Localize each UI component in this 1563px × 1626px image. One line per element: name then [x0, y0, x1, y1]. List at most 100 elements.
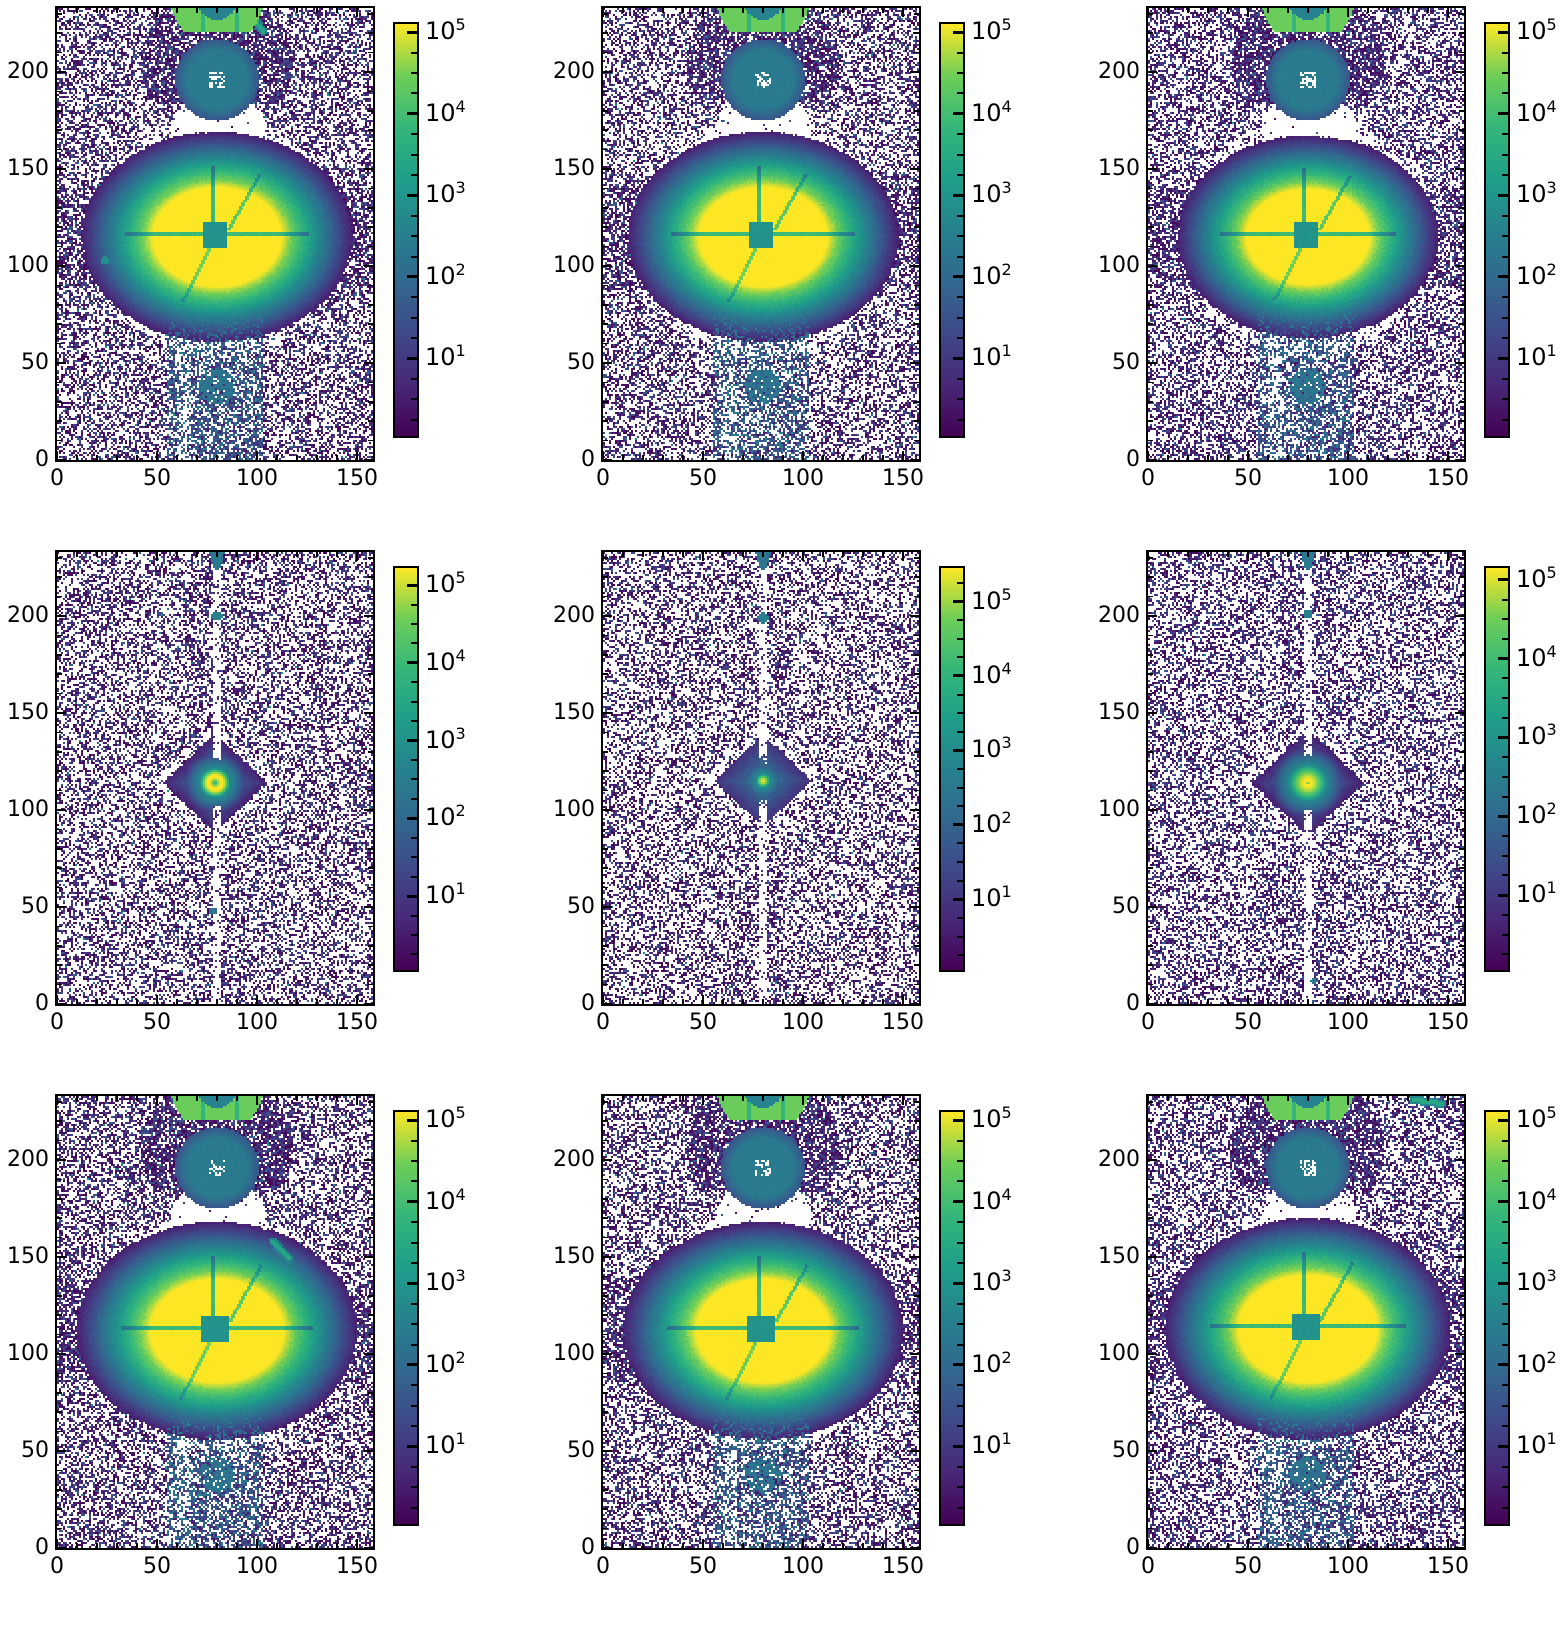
y-minor-tick	[914, 129, 919, 131]
x-minor-tick	[216, 1543, 218, 1548]
x-major-tick	[1447, 552, 1449, 561]
y-major-tick	[603, 1003, 612, 1005]
x-tick-label: 0	[596, 1010, 610, 1035]
x-minor-tick	[76, 1096, 78, 1101]
y-major-tick	[603, 168, 612, 170]
x-minor-tick	[336, 8, 338, 13]
x-minor-tick	[216, 455, 218, 460]
colorbar-major-tick	[1498, 1200, 1508, 1204]
colorbar-label-exponent: 3	[455, 178, 466, 198]
colorbar-minor-tick	[1502, 1241, 1508, 1244]
y-minor-tick	[368, 1120, 373, 1122]
x-major-tick	[1347, 1539, 1349, 1548]
colorbar-label-base: 10	[1516, 261, 1547, 290]
y-tick-label: 50	[567, 350, 595, 375]
y-minor-tick	[1459, 1392, 1464, 1394]
colorbar-label-exponent: 4	[1546, 641, 1557, 661]
x-major-tick	[156, 451, 158, 460]
colorbar-tick-label: 104	[425, 98, 466, 128]
colorbar-label-exponent: 3	[455, 723, 466, 743]
x-minor-tick	[1327, 1543, 1329, 1548]
y-minor-tick	[1459, 226, 1464, 228]
colorbar-label-exponent: 1	[1001, 1429, 1012, 1449]
x-minor-tick	[742, 455, 744, 460]
x-tick-label: 0	[596, 466, 610, 491]
y-minor-tick	[368, 1314, 373, 1316]
y-tick-label: 200	[1098, 603, 1140, 629]
colorbar-minor-tick	[1502, 618, 1508, 621]
x-tick-label: 0	[1141, 1554, 1155, 1579]
colorbar-major-tick	[407, 193, 417, 197]
y-minor-tick	[914, 1101, 919, 1103]
x-minor-tick	[1387, 552, 1389, 557]
colorbar-major-tick	[1498, 657, 1508, 661]
colorbar-minor-tick	[1502, 1343, 1508, 1346]
y-minor-tick	[603, 1333, 608, 1336]
y-minor-tick	[57, 789, 62, 792]
x-tick-label: 50	[1234, 466, 1262, 491]
colorbar-minor-tick	[1502, 637, 1508, 640]
y-minor-tick	[1148, 304, 1153, 306]
y-minor-tick	[1148, 32, 1153, 34]
y-minor-tick	[914, 32, 919, 34]
x-major-tick	[1347, 8, 1349, 17]
colorbar-label-base: 10	[1516, 343, 1547, 372]
colorbar-major-tick	[407, 739, 417, 743]
x-tick-label: 100	[236, 1010, 278, 1035]
colorbar-major-tick	[953, 1200, 963, 1204]
y-minor-tick	[57, 90, 62, 93]
y-minor-tick	[57, 1198, 62, 1200]
y-minor-tick	[1459, 945, 1464, 947]
colorbar-minor-tick	[1502, 1180, 1508, 1183]
x-minor-tick	[1387, 1543, 1389, 1548]
x-minor-tick	[316, 552, 318, 557]
x-minor-tick	[1227, 552, 1229, 557]
y-minor-tick	[1148, 848, 1153, 850]
y-minor-tick	[57, 1217, 62, 1219]
heatmap-panel-r1c1: 0 50 100 150 0 50 100 150 200 105 104 103 102 101	[7, 6, 577, 538]
y-minor-tick	[914, 1430, 919, 1433]
y-minor-tick	[57, 1508, 62, 1510]
x-minor-tick	[1427, 1096, 1429, 1101]
x-tick-label: 150	[1427, 466, 1469, 491]
y-minor-tick	[368, 751, 373, 753]
x-minor-tick	[822, 455, 824, 460]
x-major-tick	[1347, 995, 1349, 1004]
y-major-tick	[1148, 459, 1157, 461]
y-major-tick	[603, 712, 612, 714]
x-minor-tick	[1207, 8, 1209, 13]
x-minor-tick	[622, 8, 624, 13]
colorbar-minor-tick	[1502, 1465, 1508, 1468]
x-minor-tick	[176, 552, 178, 557]
y-major-tick	[1148, 1256, 1157, 1258]
x-minor-tick	[96, 8, 98, 13]
colorbar-minor-tick	[1502, 71, 1508, 74]
y-minor-tick	[57, 1372, 62, 1375]
y-major-tick	[1148, 265, 1157, 267]
x-major-tick	[902, 1096, 904, 1105]
colorbar-label-base: 10	[425, 725, 456, 754]
x-minor-tick	[296, 8, 298, 13]
y-minor-tick	[1148, 284, 1153, 287]
x-minor-tick	[1267, 552, 1269, 557]
y-minor-tick	[57, 770, 62, 772]
y-minor-tick	[1148, 557, 1153, 559]
x-minor-tick	[316, 455, 318, 460]
x-minor-tick	[1287, 1543, 1289, 1548]
x-major-tick	[602, 8, 604, 17]
y-minor-tick	[368, 1469, 373, 1472]
x-minor-tick	[722, 1543, 724, 1548]
colorbar-minor-tick	[957, 842, 963, 845]
y-major-tick	[57, 362, 66, 364]
colorbar-major-tick	[953, 193, 963, 197]
colorbar-label-exponent: 5	[1001, 1103, 1012, 1123]
y-major-tick	[910, 265, 919, 267]
y-minor-tick	[368, 964, 373, 966]
colorbar-gradient	[939, 22, 965, 438]
x-minor-tick	[862, 1543, 864, 1548]
y-major-tick	[910, 615, 919, 618]
x-minor-tick	[336, 1096, 338, 1101]
y-tick-label: 50	[21, 894, 49, 919]
y-minor-tick	[57, 1333, 62, 1336]
colorbar-minor-tick	[411, 856, 417, 859]
